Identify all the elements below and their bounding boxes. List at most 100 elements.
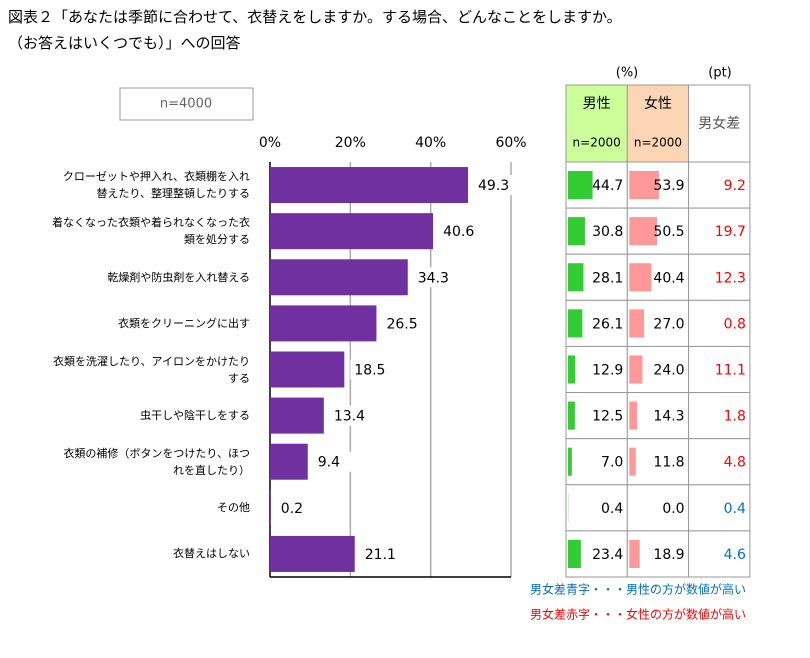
cell-value: 4.8 [724,455,746,471]
cell-value: 24.0 [653,363,684,379]
category-label: 衣類をクリーニングに出す [118,316,250,330]
bar [270,397,324,434]
cell-value: 19.7 [715,224,746,240]
unit: (pt) [708,66,732,81]
note-text: 男女差赤字・・・女性の方が数値が高い [530,607,746,622]
cell-value: 50.5 [653,224,684,240]
title: 図表２「あなたは季節に合わせて、衣替えをしますか。する場合、どんなことをしますか… [8,8,622,26]
bar [270,535,355,572]
bar [270,351,345,388]
cell-value: 12.5 [592,409,623,425]
mini-bar [568,171,593,200]
data-label: 0.2 [281,501,303,517]
data-label: 13.4 [334,409,365,425]
cell-value: 12.9 [592,363,623,379]
x-tick-label: 20% [335,135,366,151]
x-tick-label: 40% [415,135,446,151]
cell-value: 44.7 [592,178,623,194]
category-label: 衣替えはしない [173,547,250,561]
cell-value: 11.8 [653,455,684,471]
cell [626,438,690,486]
column-header: 男女差 [698,115,740,132]
mini-bar [568,309,583,338]
category-label: 着なくなった衣類や着られなくなった衣 類を処分する [52,216,250,247]
cell [688,207,751,255]
label-bg [329,405,370,426]
cell-value: 9.2 [724,178,746,194]
mini-bar [568,447,572,476]
label-bg [350,359,391,380]
category-label: 衣類を洗濯したり、アイロンをかけたり する [52,354,250,385]
data-label: 26.5 [386,316,417,332]
data-label: 18.5 [354,363,385,379]
mini-bar [568,539,581,568]
label-bg [313,451,354,472]
label-bg [382,313,423,334]
data-label: 9.4 [318,455,340,471]
mini-bar [568,217,585,246]
category-label: 衣類の補修（ボタンをつけたり、ほつ れを直したり） [63,446,250,477]
title: （お答えはいくつでも）」への回答 [8,34,241,52]
cell-value: 14.3 [653,409,684,425]
data-label: 40.6 [443,224,474,240]
label-bg [276,497,317,518]
label-bg [413,267,454,288]
cell-value: 0.8 [724,316,746,332]
cell-value: 26.1 [592,316,623,332]
cell [565,392,628,440]
cell [688,392,751,440]
bar [270,305,377,342]
data-label: 21.1 [365,547,396,563]
cell-value: 7.0 [601,455,623,471]
mini-bar [629,171,659,200]
data-label: 34.3 [418,270,449,286]
category-label: 虫干しや陰干しをする [140,409,250,423]
cell [688,253,751,301]
cell-value: 30.8 [592,224,623,240]
cell-value: 0.4 [724,501,746,517]
cell-value: 27.0 [653,316,684,332]
cell [688,530,751,578]
note: n=4000 [160,97,212,112]
data-label: 49.3 [478,178,509,194]
cell-value: 11.1 [715,363,746,379]
mini-bar [629,447,636,476]
mini-bar [629,309,645,338]
cell [688,161,751,209]
cell-value: 0.4 [601,501,623,517]
cell-value: 1.8 [724,409,746,425]
cell [565,484,628,532]
bar [270,259,408,296]
cell-value: 23.4 [592,547,623,563]
category-label: 乾燥剤や防虫剤を入れ替える [107,270,250,284]
mini-bar [629,539,640,568]
bar [270,213,434,250]
mini-bar [629,263,652,292]
cell [565,438,628,486]
category-label: その他 [217,501,250,515]
mini-bar [629,401,638,430]
category-label: クローゼットや押入れ、衣類棚を入れ 替えたり、整理整頓したりする [62,170,250,201]
cell-value: 53.9 [653,178,684,194]
note-box [119,87,254,121]
mini-bar [629,355,643,384]
note-text: 男女差青字・・・男性の方が数値が高い [530,582,746,597]
cell [688,438,751,486]
cell-value: 40.4 [653,270,684,286]
x-tick-label: 0% [259,135,281,151]
header-cell [565,84,628,163]
cell-value: 28.1 [592,270,623,286]
column-header: 女性 [644,95,672,112]
bar [270,443,308,480]
cell-value: 12.3 [715,270,746,286]
column-header: 男性 [583,96,611,112]
bar [270,167,469,204]
bar [270,489,271,526]
cell [688,484,751,532]
mini-bar [568,263,584,292]
cell-value: 18.9 [653,547,684,563]
unit: (%) [616,66,639,81]
mini-bar [568,401,575,430]
cell [626,392,690,440]
